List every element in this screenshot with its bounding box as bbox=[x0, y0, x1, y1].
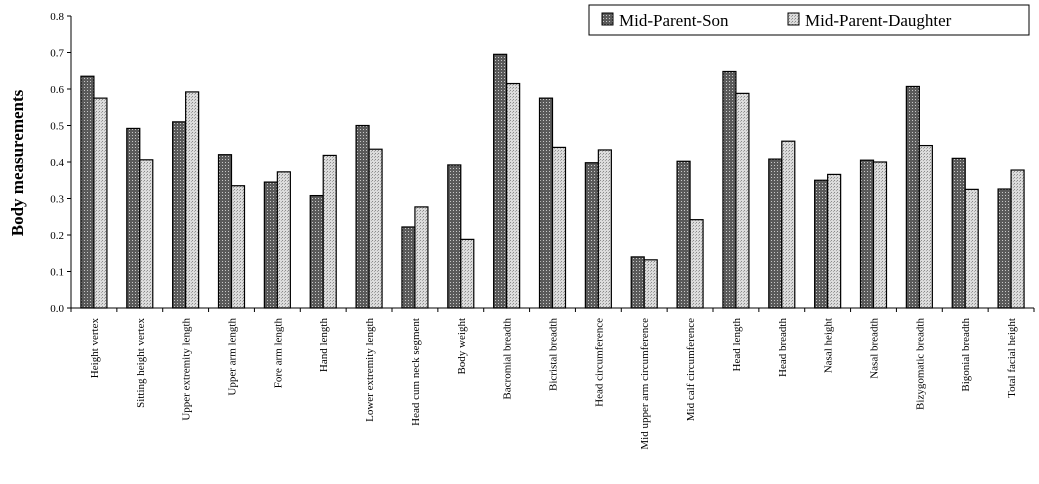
x-category-label: Mid upper arm circumference bbox=[639, 318, 651, 450]
x-category-label: Hand length bbox=[318, 318, 330, 373]
legend-swatch-son bbox=[601, 12, 614, 26]
bar-daughter bbox=[827, 173, 842, 309]
x-category-label: Total facial height bbox=[1006, 318, 1018, 398]
bar-son bbox=[951, 157, 966, 309]
bar-son bbox=[172, 121, 187, 309]
bar-son bbox=[538, 97, 554, 309]
bar-daughter bbox=[643, 259, 658, 309]
x-category-label: Upper arm length bbox=[227, 318, 239, 396]
y-tick-label: 0.0 bbox=[50, 303, 64, 315]
x-category-label: Bigonial breadth bbox=[960, 318, 972, 392]
bar-son bbox=[584, 162, 599, 309]
x-category-label: Head circumference bbox=[593, 318, 605, 407]
x-category-label: Bicristal breadth bbox=[548, 318, 560, 392]
bar-son bbox=[768, 158, 783, 309]
legend: Mid-Parent-Son Mid-Parent-Daughter bbox=[588, 4, 1030, 36]
x-category-label: Upper extremity length bbox=[181, 318, 193, 421]
bar-daughter bbox=[964, 188, 979, 309]
y-tick-label: 0.6 bbox=[50, 84, 64, 96]
bar-son bbox=[401, 226, 416, 309]
y-axis-label: Body measurements bbox=[8, 89, 27, 236]
bar-daughter bbox=[230, 185, 246, 309]
bar-son bbox=[80, 75, 95, 309]
x-category-label: Height vertex bbox=[89, 318, 101, 379]
bar-son bbox=[905, 85, 920, 309]
x-category-label: Body weight bbox=[456, 318, 468, 375]
x-category-label: Bacromial breadth bbox=[502, 318, 514, 400]
y-tick-label: 0.5 bbox=[50, 121, 64, 133]
bar-daughter bbox=[414, 206, 429, 309]
x-category-label: Nasal breadth bbox=[869, 318, 881, 379]
bar-daughter bbox=[597, 149, 612, 309]
x-category-label: Lower extremity length bbox=[364, 318, 376, 422]
bar-daughter bbox=[872, 161, 888, 309]
bar-son bbox=[997, 188, 1012, 309]
bar-son bbox=[355, 124, 370, 309]
bar-daughter bbox=[551, 146, 567, 309]
legend-swatch-daughter bbox=[787, 12, 800, 26]
bar-son bbox=[859, 159, 875, 309]
bar-daughter bbox=[918, 144, 933, 309]
bar-daughter bbox=[1010, 169, 1025, 309]
bar-son bbox=[126, 127, 141, 309]
bar-daughter bbox=[185, 91, 200, 309]
x-category-label: Head breadth bbox=[777, 318, 789, 377]
x-axis bbox=[70, 307, 1035, 312]
bar-daughter bbox=[276, 171, 291, 309]
y-tick-label: 0.4 bbox=[50, 157, 64, 169]
bar-daughter bbox=[506, 82, 521, 309]
bar-daughter bbox=[93, 97, 108, 309]
bar-son bbox=[722, 70, 737, 309]
y-tick-label: 0.7 bbox=[50, 48, 64, 60]
legend-label-daughter: Mid-Parent-Daughter bbox=[805, 11, 952, 30]
bar-son bbox=[814, 179, 829, 309]
legend-box bbox=[588, 4, 1030, 36]
x-category-label: Fore arm length bbox=[272, 318, 284, 389]
bar-son bbox=[493, 53, 508, 309]
y-tick-label: 0.8 bbox=[50, 11, 64, 23]
y-tick-label: 0.1 bbox=[50, 267, 64, 279]
bar-daughter bbox=[139, 159, 154, 309]
bar-daughter bbox=[781, 140, 796, 309]
bar-son bbox=[676, 160, 691, 309]
bar-son bbox=[447, 164, 462, 309]
category-labels: Height vertex Sitting height vertex Upper … bbox=[89, 318, 1018, 450]
bar-son bbox=[263, 181, 278, 309]
bar-son bbox=[217, 154, 233, 309]
bar-son bbox=[630, 256, 645, 309]
bar-daughter bbox=[735, 92, 750, 309]
y-tick-label: 0.3 bbox=[50, 194, 64, 206]
legend-label-son: Mid-Parent-Son bbox=[619, 11, 729, 30]
x-category-label: Mid calf circumference bbox=[685, 318, 697, 421]
bar-son bbox=[309, 194, 324, 309]
x-category-label: Nasal height bbox=[823, 318, 835, 373]
bar-daughter bbox=[322, 154, 337, 309]
bar-daughter bbox=[689, 219, 704, 309]
x-category-label: Sitting height vertex bbox=[135, 318, 147, 408]
bar-daughter bbox=[460, 238, 475, 309]
y-tick-label: 0.2 bbox=[50, 230, 64, 242]
x-category-label: Head length bbox=[731, 318, 743, 372]
bar-daughter bbox=[368, 148, 383, 309]
y-axis: 0.0 0.1 0.2 0.3 0.4 0.5 0.6 0.7 0.8 bbox=[50, 11, 72, 315]
bars-group bbox=[80, 53, 1025, 309]
x-category-label: Bizygomatic breadth bbox=[914, 318, 926, 410]
x-category-label: Head cum neck segment bbox=[410, 318, 422, 426]
